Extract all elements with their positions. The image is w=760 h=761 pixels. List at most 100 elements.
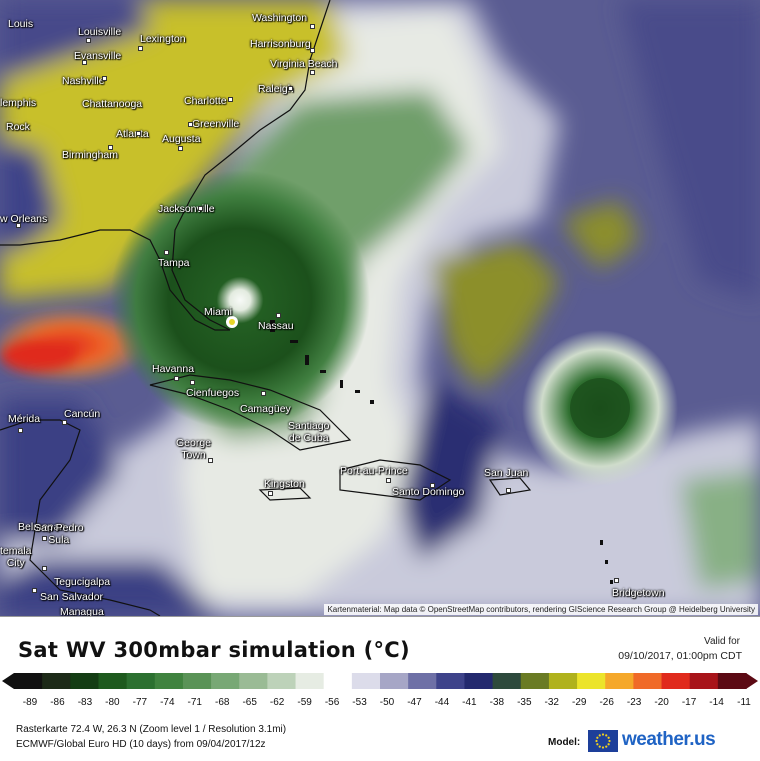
map-raster xyxy=(0,0,760,616)
city-marker xyxy=(261,391,266,396)
city-label: Cienfuegos xyxy=(186,387,240,399)
scale-tick-label: -86 xyxy=(50,697,65,708)
city-label: Virginia Beach xyxy=(270,58,338,70)
scale-tick-label: -53 xyxy=(352,697,367,708)
color-scale-segment xyxy=(70,673,100,689)
city-label: Santiago de Cuba xyxy=(288,420,330,444)
city-label: w Orleans xyxy=(0,213,48,225)
brand-logo[interactable]: weather.us xyxy=(622,729,716,750)
city-label: Harrisonburg xyxy=(250,38,311,50)
color-scale-segment xyxy=(42,673,71,689)
city-marker xyxy=(506,488,511,493)
color-scale-segment xyxy=(605,673,634,689)
city-label: Charlotte xyxy=(184,95,227,107)
color-scale-segment xyxy=(323,673,353,689)
raster-info: Rasterkarte 72.4 W, 26.3 N (Zoom level 1… xyxy=(16,724,287,735)
city-label: Cancún xyxy=(64,408,101,420)
city-label: Tampa xyxy=(158,257,190,269)
city-label: San Pedro Sula xyxy=(34,522,84,546)
city-marker xyxy=(614,578,619,583)
color-scale-ticks: -89 -86 -83 -80 -77 -74 -71 -68 -65 -62 -59 -56 -53 -… xyxy=(0,697,760,711)
city-label: Havanna xyxy=(152,363,195,375)
city-marker xyxy=(42,536,47,541)
color-scale-segment xyxy=(182,673,212,689)
city-marker xyxy=(208,458,213,463)
color-scale-segment xyxy=(408,673,437,689)
city-label: Atlanta xyxy=(116,128,149,140)
scale-tick-label: -50 xyxy=(379,697,395,708)
color-scale-bar xyxy=(2,673,758,689)
city-label: George Town xyxy=(176,437,212,461)
city-marker xyxy=(276,313,281,318)
city-label: Birmingham xyxy=(62,149,119,161)
eu-flag-icon xyxy=(588,730,618,752)
scale-tick-label: -35 xyxy=(517,697,532,708)
color-scale-segment xyxy=(689,673,719,689)
city-label: Tegucigalpa xyxy=(54,576,111,588)
city-label: Chattanooga xyxy=(82,98,143,110)
scale-tick-label: -32 xyxy=(544,697,559,708)
color-scale-segment xyxy=(548,673,578,689)
city-marker xyxy=(82,60,87,65)
scale-tick-label: -59 xyxy=(297,697,312,708)
city-label: Louisville xyxy=(78,26,122,38)
color-scale-segment xyxy=(98,673,128,689)
valid-time: 09/10/2017, 01:00pm CDT xyxy=(618,650,742,662)
city-marker xyxy=(86,38,91,43)
scale-tick-label: -44 xyxy=(434,697,450,708)
city-marker xyxy=(430,483,435,488)
scale-tick-label: -20 xyxy=(654,697,669,708)
city-label: Rock xyxy=(6,121,30,133)
city-label: Nassau xyxy=(258,320,294,332)
city-marker xyxy=(174,376,179,381)
city-marker xyxy=(198,206,203,211)
city-marker xyxy=(108,145,113,150)
city-marker xyxy=(136,131,141,136)
map-title: Sat WV 300mbar simulation (°C) xyxy=(18,638,410,662)
scale-tick-label: -38 xyxy=(489,697,505,708)
satellite-map[interactable]: Louis Washington Louisville Lexington Harris… xyxy=(0,0,760,616)
city-marker xyxy=(288,86,293,91)
color-scale-segment xyxy=(14,673,43,689)
color-scale-segment xyxy=(436,673,466,689)
valid-label: Valid for xyxy=(704,636,740,647)
city-label: Santo Domingo xyxy=(392,486,465,498)
color-scale-segment xyxy=(154,673,184,689)
city-label: Mérida xyxy=(8,413,41,425)
scale-max-arrow xyxy=(746,673,758,689)
scale-tick-label: -11 xyxy=(737,697,751,708)
city-label: Raleigh xyxy=(258,83,294,95)
city-label: Bridgetown xyxy=(612,587,665,599)
city-marker xyxy=(386,478,391,483)
city-label: Kingston xyxy=(264,478,305,490)
city-marker xyxy=(164,250,169,255)
scale-tick-label: -77 xyxy=(132,697,148,708)
color-scale-segment xyxy=(717,673,747,689)
color-scale-segment xyxy=(520,673,550,689)
city-marker xyxy=(16,223,21,228)
color-scale-segment xyxy=(267,673,297,689)
city-label: Washington xyxy=(252,12,308,24)
scale-tick-label: -29 xyxy=(571,697,587,708)
city-marker xyxy=(42,566,47,571)
color-scale-segment xyxy=(239,673,268,689)
model-run-info: ECMWF/Global Euro HD (10 days) from 09/0… xyxy=(16,739,266,750)
city-marker xyxy=(310,70,315,75)
scale-tick-label: -56 xyxy=(324,697,340,708)
city-marker xyxy=(32,588,37,593)
color-scale-segment xyxy=(633,673,663,689)
city-marker xyxy=(310,24,315,29)
color-scale-segment xyxy=(380,673,409,689)
scale-tick-label: -80 xyxy=(105,697,120,708)
scale-tick-label: -17 xyxy=(681,697,697,708)
city-label: San Salvador xyxy=(40,591,104,603)
color-scale-segment xyxy=(661,673,691,689)
scale-tick-label: -41 xyxy=(462,697,477,708)
scale-tick-label: -47 xyxy=(407,697,422,708)
city-label: lemphis xyxy=(0,97,37,109)
city-label: Greenville xyxy=(192,118,240,130)
city-label: Managua xyxy=(60,606,104,616)
city-marker xyxy=(268,491,273,496)
city-marker xyxy=(18,428,23,433)
color-scale-segment xyxy=(351,673,381,689)
